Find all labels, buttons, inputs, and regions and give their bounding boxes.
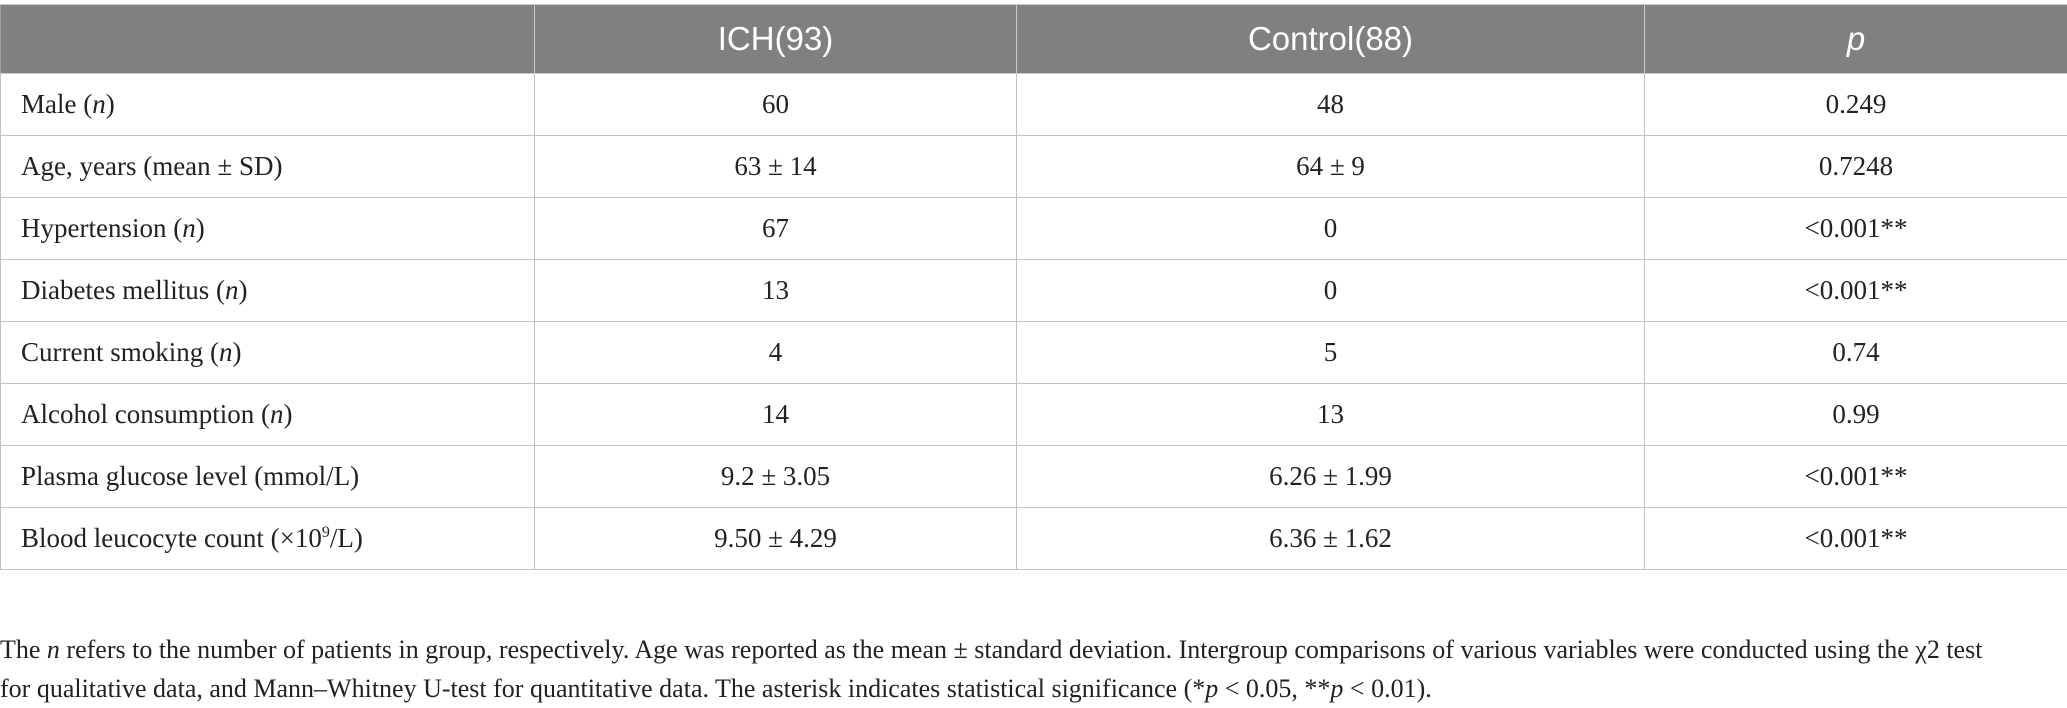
row-label: Plasma glucose level (mmol/L) (0, 445, 535, 508)
row-label: Current smoking (n) (0, 321, 535, 384)
cell-p: <0.001** (1644, 445, 2067, 508)
table-row: Hypertension (n) 67 0 <0.001** (0, 197, 2067, 260)
cell-ich: 63 ± 14 (534, 135, 1017, 198)
row-label: Male (n) (0, 73, 535, 136)
table-row: Diabetes mellitus (n) 13 0 <0.001** (0, 259, 2067, 322)
cell-ich: 13 (534, 259, 1017, 322)
header-p: p (1644, 4, 2067, 74)
cell-p: 0.74 (1644, 321, 2067, 384)
cell-p: <0.001** (1644, 259, 2067, 322)
cell-ich: 4 (534, 321, 1017, 384)
cell-control: 5 (1016, 321, 1645, 384)
row-label: Diabetes mellitus (n) (0, 259, 535, 322)
row-label: Blood leucocyte count (×109/L) (0, 507, 535, 570)
table-header-row: ICH(93) Control(88) p (0, 4, 2067, 74)
characteristics-table: ICH(93) Control(88) p Male (n) 60 48 0.2… (0, 4, 2067, 570)
header-p-label: p (1846, 20, 1866, 57)
header-control: Control(88) (1016, 4, 1645, 74)
cell-p: 0.99 (1644, 383, 2067, 446)
cell-ich: 67 (534, 197, 1017, 260)
footnote-line-2: for qualitative data, and Mann–Whitney U… (0, 674, 1432, 703)
cell-control: 48 (1016, 73, 1645, 136)
table-row: Male (n) 60 48 0.249 (0, 73, 2067, 136)
cell-p: <0.001** (1644, 507, 2067, 570)
table-row: Alcohol consumption (n) 14 13 0.99 (0, 383, 2067, 446)
row-label: Hypertension (n) (0, 197, 535, 260)
cell-p: 0.249 (1644, 73, 2067, 136)
cell-control: 0 (1016, 197, 1645, 260)
cell-control: 13 (1016, 383, 1645, 446)
table-row: Plasma glucose level (mmol/L) 9.2 ± 3.05… (0, 445, 2067, 508)
cell-control: 0 (1016, 259, 1645, 322)
cell-p: 0.7248 (1644, 135, 2067, 198)
cell-ich: 60 (534, 73, 1017, 136)
cell-control: 6.36 ± 1.62 (1016, 507, 1645, 570)
cell-ich: 9.2 ± 3.05 (534, 445, 1017, 508)
cell-p: <0.001** (1644, 197, 2067, 260)
footnote-line-1: The n refers to the number of patients i… (0, 635, 1983, 664)
cell-control: 6.26 ± 1.99 (1016, 445, 1645, 508)
row-label: Alcohol consumption (n) (0, 383, 535, 446)
table-row: Current smoking (n) 4 5 0.74 (0, 321, 2067, 384)
cell-ich: 9.50 ± 4.29 (534, 507, 1017, 570)
cell-ich: 14 (534, 383, 1017, 446)
cell-control: 64 ± 9 (1016, 135, 1645, 198)
table-row: Age, years (mean ± SD) 63 ± 14 64 ± 9 0.… (0, 135, 2067, 198)
header-ich: ICH(93) (534, 4, 1017, 74)
table-footnote: The n refers to the number of patients i… (0, 630, 2067, 708)
table-row: Blood leucocyte count (×109/L) 9.50 ± 4.… (0, 507, 2067, 570)
header-blank (0, 4, 535, 74)
row-label: Age, years (mean ± SD) (0, 135, 535, 198)
